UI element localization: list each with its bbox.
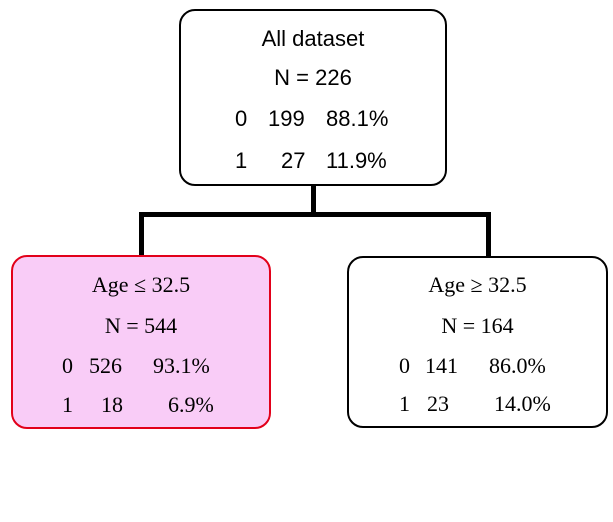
- tree-node-root: All dataset N = 226 0 199 88.1% 1 27 11.…: [179, 9, 447, 186]
- class-count: 27: [281, 148, 306, 173]
- edge-horizontal-bar: [139, 212, 491, 217]
- edge-left-drop: [139, 212, 144, 256]
- node-row-class-0: 0 199 88.1%: [181, 106, 445, 236]
- class-label: 1: [399, 391, 410, 416]
- node-sample-size: N = 226: [274, 65, 352, 90]
- tree-node-right: Age ≥ 32.5 N = 164 0 141 86.0% 1 23 14.0…: [347, 256, 608, 428]
- class-percent: 86.0%: [489, 353, 546, 378]
- node-row-class-1: 1 18 6.9%: [13, 392, 269, 522]
- class-label: 0: [399, 353, 410, 378]
- class-count: 23: [427, 391, 449, 416]
- node-row-class-1: 1 23 14.0%: [349, 391, 606, 521]
- class-percent: 88.1%: [326, 106, 389, 131]
- class-percent: 14.0%: [494, 391, 551, 416]
- class-percent: 6.9%: [168, 392, 214, 417]
- class-count: 141: [425, 353, 458, 378]
- class-label: 0: [62, 353, 73, 378]
- class-percent: 93.1%: [153, 353, 210, 378]
- class-label: 1: [62, 392, 73, 417]
- node-row-class-0: 0 526 93.1%: [13, 353, 269, 483]
- class-count: 199: [268, 106, 305, 131]
- class-count: 18: [101, 392, 123, 417]
- edge-right-drop: [486, 212, 491, 257]
- node-row-class-1: 1 27 11.9%: [181, 148, 445, 278]
- node-title: Age ≤ 32.5: [91, 272, 191, 297]
- node-row-class-0: 0 141 86.0%: [349, 353, 606, 483]
- class-count: 526: [89, 353, 122, 378]
- class-label: 1: [235, 148, 248, 173]
- node-title: All dataset: [261, 26, 365, 51]
- tree-node-left: Age ≤ 32.5 N = 544 0 526 93.1% 1 18 6.9%: [11, 255, 271, 429]
- node-title: Age ≥ 32.5: [428, 272, 527, 297]
- node-sample-size: N = 164: [441, 313, 514, 338]
- class-label: 0: [235, 106, 248, 131]
- node-sample-size: N = 544: [104, 313, 178, 338]
- edge-root-stem: [311, 186, 316, 216]
- class-percent: 11.9%: [326, 148, 387, 173]
